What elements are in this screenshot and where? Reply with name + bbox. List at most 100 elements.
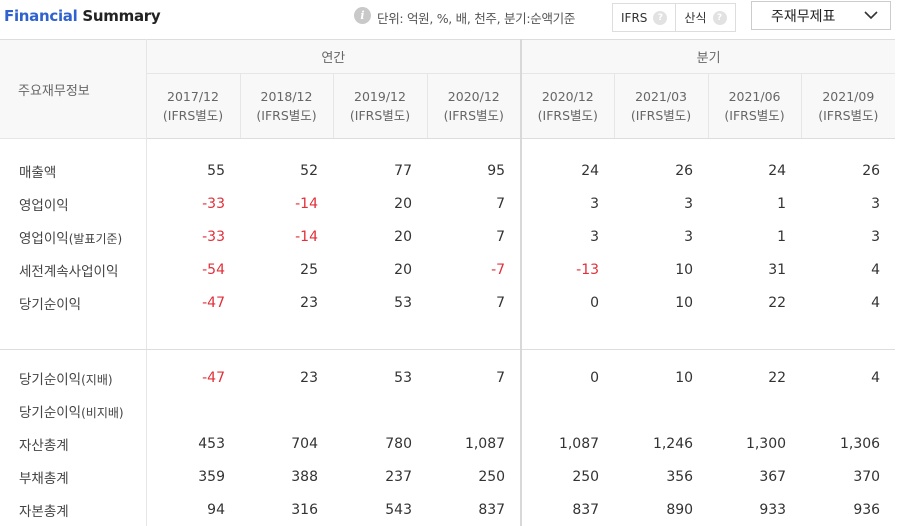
row-label: 당기순이익	[0, 286, 147, 319]
value-cell: 4	[871, 369, 881, 386]
value-cell: 250	[427, 460, 523, 493]
formula-toggle-button[interactable]: 산식 ?	[675, 4, 734, 31]
table-row: 매출액 55 52 77 95 24 26 24 26	[0, 154, 895, 187]
period-basis: (IFRS별도)	[256, 108, 317, 123]
value-cell: 22	[768, 294, 787, 311]
value-cell: -14	[295, 195, 318, 212]
help-icon[interactable]: ?	[712, 10, 727, 25]
period-date: 2021/06	[728, 89, 781, 104]
value-cell: 1,087	[427, 427, 523, 460]
value-cell: 55	[207, 162, 225, 179]
value-cell: 3	[590, 228, 600, 245]
value-cell: 936	[853, 501, 881, 518]
info-icon[interactable]: i	[354, 7, 371, 24]
row-label-text: 자산총계	[19, 437, 69, 454]
period-basis: (IFRS별도)	[537, 108, 598, 123]
value-cell: 4	[871, 261, 881, 278]
table-row: 당기순이익(비지배)	[0, 394, 895, 427]
value-cell: 250	[572, 468, 600, 485]
row-label: 세전계속사업이익	[0, 253, 147, 286]
value-cell: 4	[871, 294, 881, 311]
row-label-text: 세전계속사업이익	[19, 263, 119, 280]
value-cell: 0	[590, 294, 600, 311]
row-label-text: 당기순이익	[19, 296, 82, 313]
value-cell: 20	[394, 195, 412, 212]
value-cell: 356	[666, 468, 694, 485]
table-row: 자산총계 453 704 780 1,087 1,087 1,246 1,300 1,306	[0, 427, 895, 460]
value-cell: 53	[394, 369, 412, 386]
period-header: 2021/06 (IFRS별도)	[707, 73, 802, 139]
value-cell: -33	[202, 195, 225, 212]
value-cell: 1	[777, 195, 787, 212]
value-cell: -14	[295, 228, 318, 245]
value-cell: 95	[427, 154, 523, 187]
table-row: 세전계속사업이익 -54 25 20 -7 -13 10 31 4	[0, 253, 895, 286]
value-cell: 20	[394, 261, 412, 278]
financial-summary-table: 주요재무정보 연간 분기 2017/12 (IFRS별도) 2018/12 (IFRS…	[0, 39, 896, 526]
value-cell	[801, 394, 895, 427]
row-label: 영업이익	[0, 187, 147, 220]
period-basis: (IFRS별도)	[162, 108, 224, 123]
value-cell: 543	[385, 501, 412, 518]
period-basis: (IFRS별도)	[630, 108, 692, 123]
period-basis: (IFRS별도)	[818, 108, 879, 123]
row-label: 당기순이익(지배)	[0, 361, 147, 394]
row-label-text: 부채총계	[19, 470, 69, 487]
table-row: 영업이익(발표기준) -33 -14 20 7 3 3 1 3	[0, 220, 895, 253]
table-row: 당기순이익(지배) -47 23 53 7 0 10 22 4	[0, 361, 895, 394]
value-cell: 1,246	[652, 435, 694, 452]
ifrs-toggle-button[interactable]: IFRS ?	[613, 4, 675, 31]
title-financial: Financial	[4, 7, 78, 25]
value-cell: 52	[300, 162, 318, 179]
statement-select[interactable]: 주재무제표	[751, 1, 891, 30]
period-date: 2018/12	[260, 89, 313, 104]
period-header: 2021/09 (IFRS별도)	[800, 73, 896, 139]
annual-group-header: 연간	[146, 39, 523, 74]
value-cell: 3	[684, 195, 694, 212]
help-icon[interactable]: ?	[653, 10, 668, 25]
value-cell	[146, 394, 240, 427]
value-cell: -13	[576, 261, 600, 278]
row-label: 매출액	[0, 154, 147, 187]
value-cell: 77	[394, 162, 412, 179]
value-cell: 1	[777, 228, 787, 245]
value-cell	[333, 394, 427, 427]
quarter-group-header: 분기	[520, 39, 896, 74]
value-cell: 7	[427, 187, 523, 220]
period-header: 2020/12 (IFRS별도)	[521, 73, 615, 139]
value-cell: 3	[590, 195, 600, 212]
value-cell: 7	[427, 286, 523, 319]
row-label-text: 당기순이익	[19, 404, 82, 421]
row-label: 자산총계	[0, 427, 147, 460]
value-cell: 388	[291, 468, 318, 485]
value-cell: 933	[759, 501, 787, 518]
period-header: 2021/03 (IFRS별도)	[613, 73, 709, 139]
row-label-text: 당기순이익	[19, 371, 82, 388]
row-label-text: 영업이익	[19, 197, 69, 214]
value-cell: 237	[385, 468, 412, 485]
value-cell: 31	[768, 261, 787, 278]
value-cell: 1,087	[558, 435, 600, 452]
value-cell: 24	[581, 162, 600, 179]
period-header: 2017/12 (IFRS별도)	[146, 73, 240, 139]
value-cell: 10	[675, 369, 694, 386]
value-cell: 25	[300, 261, 318, 278]
value-cell: 10	[675, 261, 694, 278]
row-label: 부채총계	[0, 460, 147, 493]
period-date: 2020/12	[447, 89, 500, 104]
value-cell: 367	[759, 468, 787, 485]
value-cell: 453	[198, 435, 225, 452]
value-cell: 1,300	[745, 435, 787, 452]
period-basis: (IFRS별도)	[349, 108, 411, 123]
value-cell: 20	[394, 228, 412, 245]
value-cell: 780	[385, 435, 412, 452]
table-row: 부채총계 359 388 237 250 250 356 367 370	[0, 460, 895, 493]
page-title: Financial Summary	[4, 7, 161, 25]
row-label-text: 영업이익	[19, 230, 69, 247]
basis-toggle-group: IFRS ? 산식 ?	[612, 3, 736, 32]
value-cell: 10	[675, 294, 694, 311]
row-label: 당기순이익(비지배)	[0, 394, 147, 427]
value-cell: 7	[427, 220, 523, 253]
value-cell: 22	[768, 369, 787, 386]
period-date: 2021/03	[635, 89, 688, 104]
